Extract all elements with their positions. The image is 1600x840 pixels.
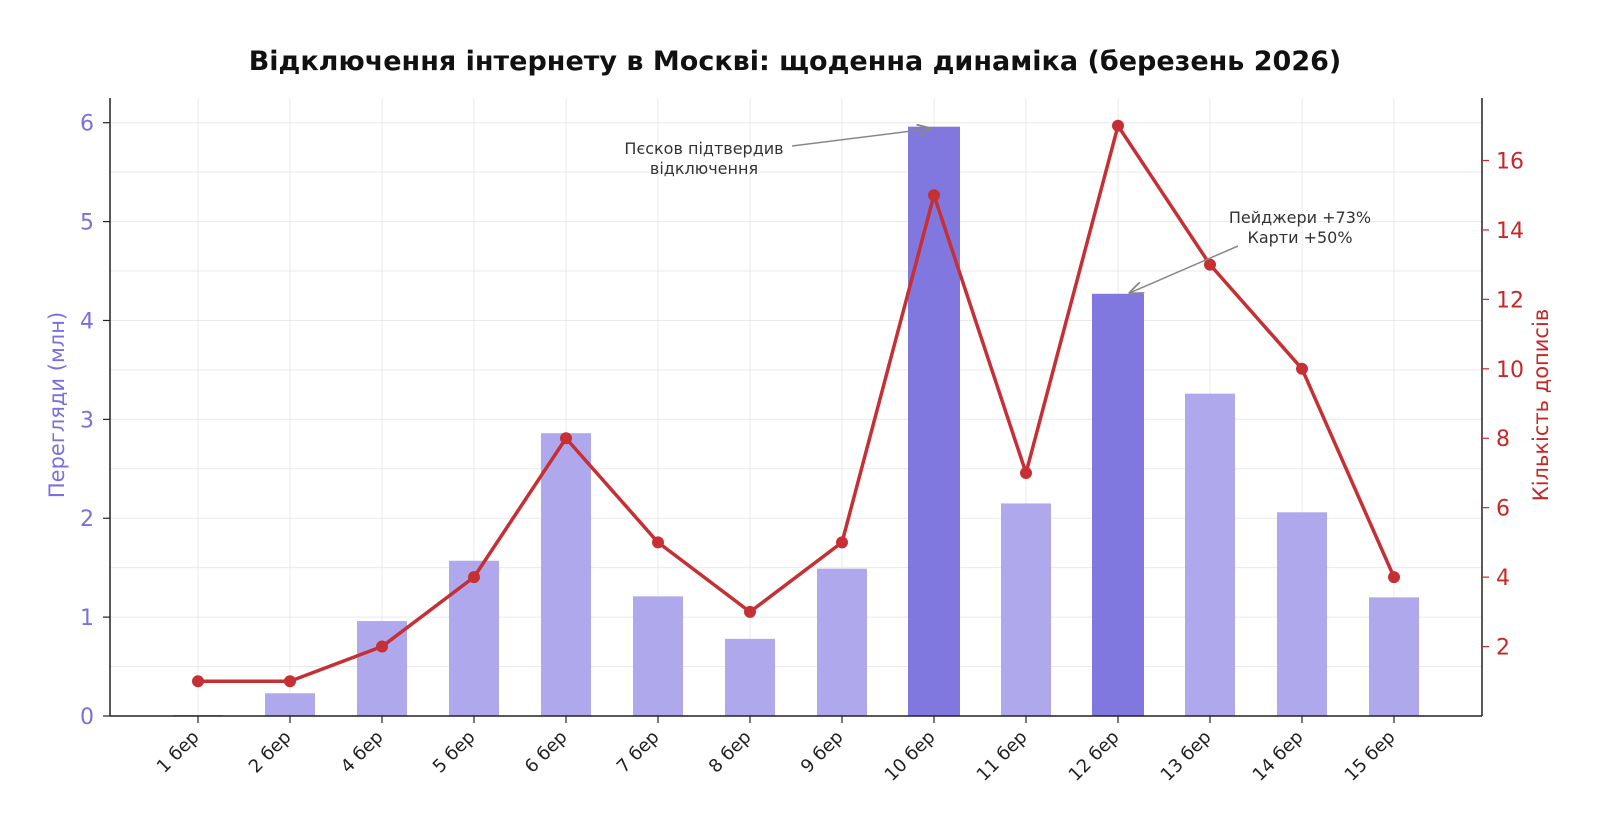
x-tick-label: 7 бер	[613, 727, 664, 778]
y-left-tick-label: 6	[80, 112, 94, 137]
line-layer	[192, 119, 1400, 688]
annotation-pagers-line-1: Пейджери +73%	[1229, 208, 1371, 227]
chart-title: Відключення інтернету в Москві: щоденна …	[249, 46, 1342, 77]
bar-8	[817, 568, 867, 716]
annotation-arrow-pagers	[1130, 245, 1239, 293]
bar-2	[265, 693, 315, 716]
bar-6	[633, 596, 683, 716]
y-right-tick-label: 12	[1496, 288, 1524, 313]
y-left-tick-label: 0	[80, 705, 94, 730]
y-right-tick-label: 14	[1496, 219, 1524, 244]
y-left-tick-label: 3	[80, 408, 94, 433]
posts-point-5	[560, 432, 572, 445]
posts-point-14	[1388, 571, 1400, 584]
y-right-tick-label: 10	[1496, 358, 1524, 383]
posts-point-6	[652, 536, 664, 549]
bar-9	[908, 126, 960, 717]
x-tick-label: 9 бер	[797, 727, 848, 778]
y-axis-left-label: Перегляди (млн)	[45, 312, 69, 498]
x-tick-label: 11 бер	[973, 727, 1032, 786]
posts-point-2	[284, 675, 296, 688]
y-left-tick-label: 4	[80, 309, 94, 334]
posts-point-11	[1112, 119, 1124, 132]
posts-point-3	[376, 640, 388, 653]
y-right-tick-label: 4	[1496, 566, 1510, 591]
x-tick-label: 14 бер	[1249, 727, 1308, 786]
bars-layer	[173, 126, 1419, 717]
bar-12	[1185, 393, 1235, 716]
annotation-peskov-line-2: відключення	[650, 159, 758, 178]
posts-point-9	[928, 189, 940, 202]
bar-14	[1369, 597, 1419, 716]
posts-point-7	[744, 605, 756, 618]
x-tick-label: 13 бер	[1157, 727, 1216, 786]
bar-3	[357, 621, 407, 716]
bar-5	[541, 433, 591, 716]
x-tick-label: 4 бер	[337, 727, 388, 778]
posts-point-12	[1204, 258, 1216, 271]
y-right-tick-label: 2	[1496, 636, 1510, 661]
grid-layer	[110, 98, 1482, 716]
x-tick-label: 2 бер	[245, 727, 296, 778]
bar-4	[449, 560, 499, 716]
posts-point-4	[468, 571, 480, 584]
annotation-peskov-line-1: Пєсков підтвердив	[624, 139, 783, 158]
annotation-arrow-peskov	[791, 129, 930, 147]
y-right-tick-label: 6	[1496, 497, 1510, 522]
axes-layer	[109, 98, 1483, 717]
bar-13	[1277, 512, 1327, 716]
y-left-tick-label: 5	[80, 211, 94, 236]
y-left-tick-label: 2	[80, 507, 94, 532]
y-right-tick-label: 16	[1496, 149, 1524, 174]
posts-point-8	[836, 536, 848, 549]
posts-point-13	[1296, 362, 1308, 375]
posts-point-10	[1020, 466, 1032, 479]
y-left-tick-label: 1	[80, 606, 94, 631]
bar-10	[1001, 503, 1051, 716]
bar-7	[725, 638, 775, 716]
annotation-pagers-line-2: Карти +50%	[1247, 228, 1352, 247]
posts-line	[198, 124, 1396, 684]
x-tick-label: 8 бер	[705, 727, 756, 778]
x-tick-label: 10 бер	[881, 727, 940, 786]
x-tick-label: 12 бер	[1065, 727, 1124, 786]
x-tick-label: 5 бер	[429, 727, 480, 778]
y-right-tick-label: 8	[1496, 427, 1510, 452]
posts-point-1	[192, 675, 204, 688]
bar-11	[1092, 293, 1144, 716]
x-tick-label: 1 бер	[153, 727, 204, 778]
x-tick-label: 6 бер	[521, 727, 572, 778]
x-tick-label: 15 бер	[1341, 727, 1400, 786]
y-axis-right-label: Кількість дописів	[1529, 309, 1553, 501]
